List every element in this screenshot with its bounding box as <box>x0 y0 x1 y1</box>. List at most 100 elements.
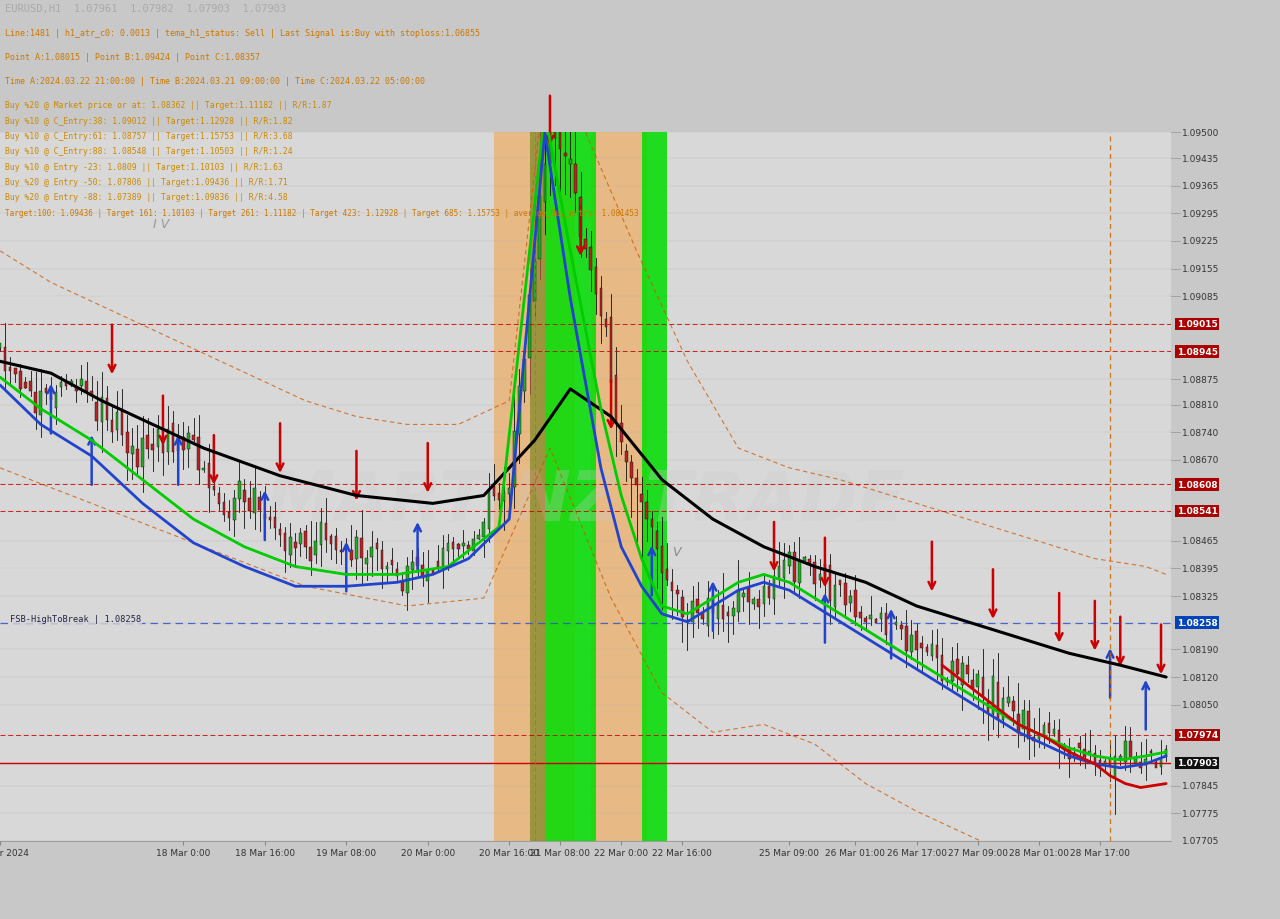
Bar <box>488 492 490 529</box>
Text: MARTINZ TRADE: MARTINZ TRADE <box>266 468 905 535</box>
Bar <box>426 570 429 582</box>
Bar <box>599 289 602 317</box>
Bar <box>1053 730 1055 734</box>
Bar <box>401 583 403 591</box>
Text: 1.08465: 1.08465 <box>1183 537 1220 546</box>
Bar <box>330 537 333 544</box>
Bar <box>503 494 506 501</box>
Bar <box>1155 763 1157 768</box>
Bar <box>447 543 449 551</box>
Bar <box>956 659 959 674</box>
Bar <box>494 133 576 841</box>
Bar <box>1134 757 1137 763</box>
Bar <box>81 380 83 387</box>
Bar <box>284 534 287 551</box>
Text: 1.09015: 1.09015 <box>1176 320 1217 329</box>
Text: 1.07974: 1.07974 <box>1176 731 1217 739</box>
Bar <box>166 429 169 452</box>
Bar <box>136 450 138 468</box>
Bar <box>161 437 164 454</box>
Bar <box>325 524 328 540</box>
Bar <box>758 599 760 607</box>
Bar <box>620 424 622 442</box>
Bar <box>396 570 398 577</box>
Bar <box>55 393 58 408</box>
Bar <box>1023 710 1025 730</box>
Bar <box>783 560 786 578</box>
Bar <box>788 552 791 566</box>
Bar <box>187 434 189 449</box>
Bar <box>457 545 460 550</box>
Text: 1.08608: 1.08608 <box>1176 481 1217 490</box>
Bar <box>207 463 210 488</box>
Bar <box>676 591 678 595</box>
Bar <box>987 701 989 713</box>
Bar <box>315 541 317 556</box>
Bar <box>564 154 567 157</box>
Text: 1.09435: 1.09435 <box>1183 154 1220 164</box>
Bar <box>707 598 709 627</box>
Bar <box>76 388 78 392</box>
Bar <box>1043 726 1046 737</box>
Bar <box>722 605 724 619</box>
Bar <box>274 517 276 528</box>
Text: Buy %20 @ Entry -88: 1.07389 || Target:1.09836 || R/R:4.58: Buy %20 @ Entry -88: 1.07389 || Target:1… <box>5 193 288 202</box>
Bar <box>819 574 820 581</box>
Bar <box>575 165 577 193</box>
Bar <box>549 105 552 165</box>
Bar <box>915 631 918 651</box>
Bar <box>869 615 872 619</box>
Text: 1.07705: 1.07705 <box>1183 836 1220 845</box>
Bar <box>570 160 572 165</box>
Bar <box>223 503 225 516</box>
Bar <box>701 614 704 619</box>
Bar <box>1139 762 1142 768</box>
Bar <box>1093 753 1096 764</box>
Bar <box>380 550 383 569</box>
Bar <box>895 622 897 625</box>
Bar <box>436 562 439 567</box>
Bar <box>609 318 612 383</box>
Bar <box>686 620 689 622</box>
Bar <box>884 613 887 635</box>
Text: 1.08810: 1.08810 <box>1183 401 1220 410</box>
Bar <box>151 445 154 450</box>
Bar <box>1078 743 1080 748</box>
Bar <box>524 360 526 391</box>
Text: 1.08541: 1.08541 <box>1176 506 1217 516</box>
Bar <box>931 644 933 657</box>
Bar <box>218 494 220 505</box>
Text: Buy %20 @ Entry -50: 1.07806 || Target:1.09436 || R/R:1.71: Buy %20 @ Entry -50: 1.07806 || Target:1… <box>5 178 288 187</box>
Text: I V: I V <box>152 218 169 231</box>
Bar <box>452 542 454 549</box>
Bar <box>828 565 831 601</box>
Bar <box>1088 752 1091 755</box>
Bar <box>305 532 307 548</box>
Bar <box>493 487 495 497</box>
Bar <box>498 494 500 500</box>
Bar <box>641 133 667 841</box>
Bar <box>120 412 123 436</box>
Bar <box>559 131 562 150</box>
Bar <box>580 198 582 237</box>
Bar <box>753 599 755 605</box>
Bar <box>472 539 475 552</box>
Bar <box>879 614 882 619</box>
Bar <box>65 382 68 387</box>
Bar <box>355 538 357 559</box>
Bar <box>310 548 312 561</box>
Bar <box>70 381 73 386</box>
Bar <box>590 133 646 841</box>
Bar <box>961 664 964 685</box>
Bar <box>416 557 419 566</box>
Bar <box>614 376 617 423</box>
Bar <box>253 489 256 514</box>
Bar <box>864 618 867 622</box>
Text: Buy %10 @ C_Entry:38: 1.09012 || Target:1.12928 || R/R:1.82: Buy %10 @ C_Entry:38: 1.09012 || Target:… <box>5 117 293 126</box>
Bar <box>666 569 668 580</box>
Bar <box>630 462 632 479</box>
Bar <box>799 562 801 583</box>
Text: 1.08740: 1.08740 <box>1183 428 1220 437</box>
Bar <box>340 550 343 552</box>
Bar <box>411 562 413 571</box>
